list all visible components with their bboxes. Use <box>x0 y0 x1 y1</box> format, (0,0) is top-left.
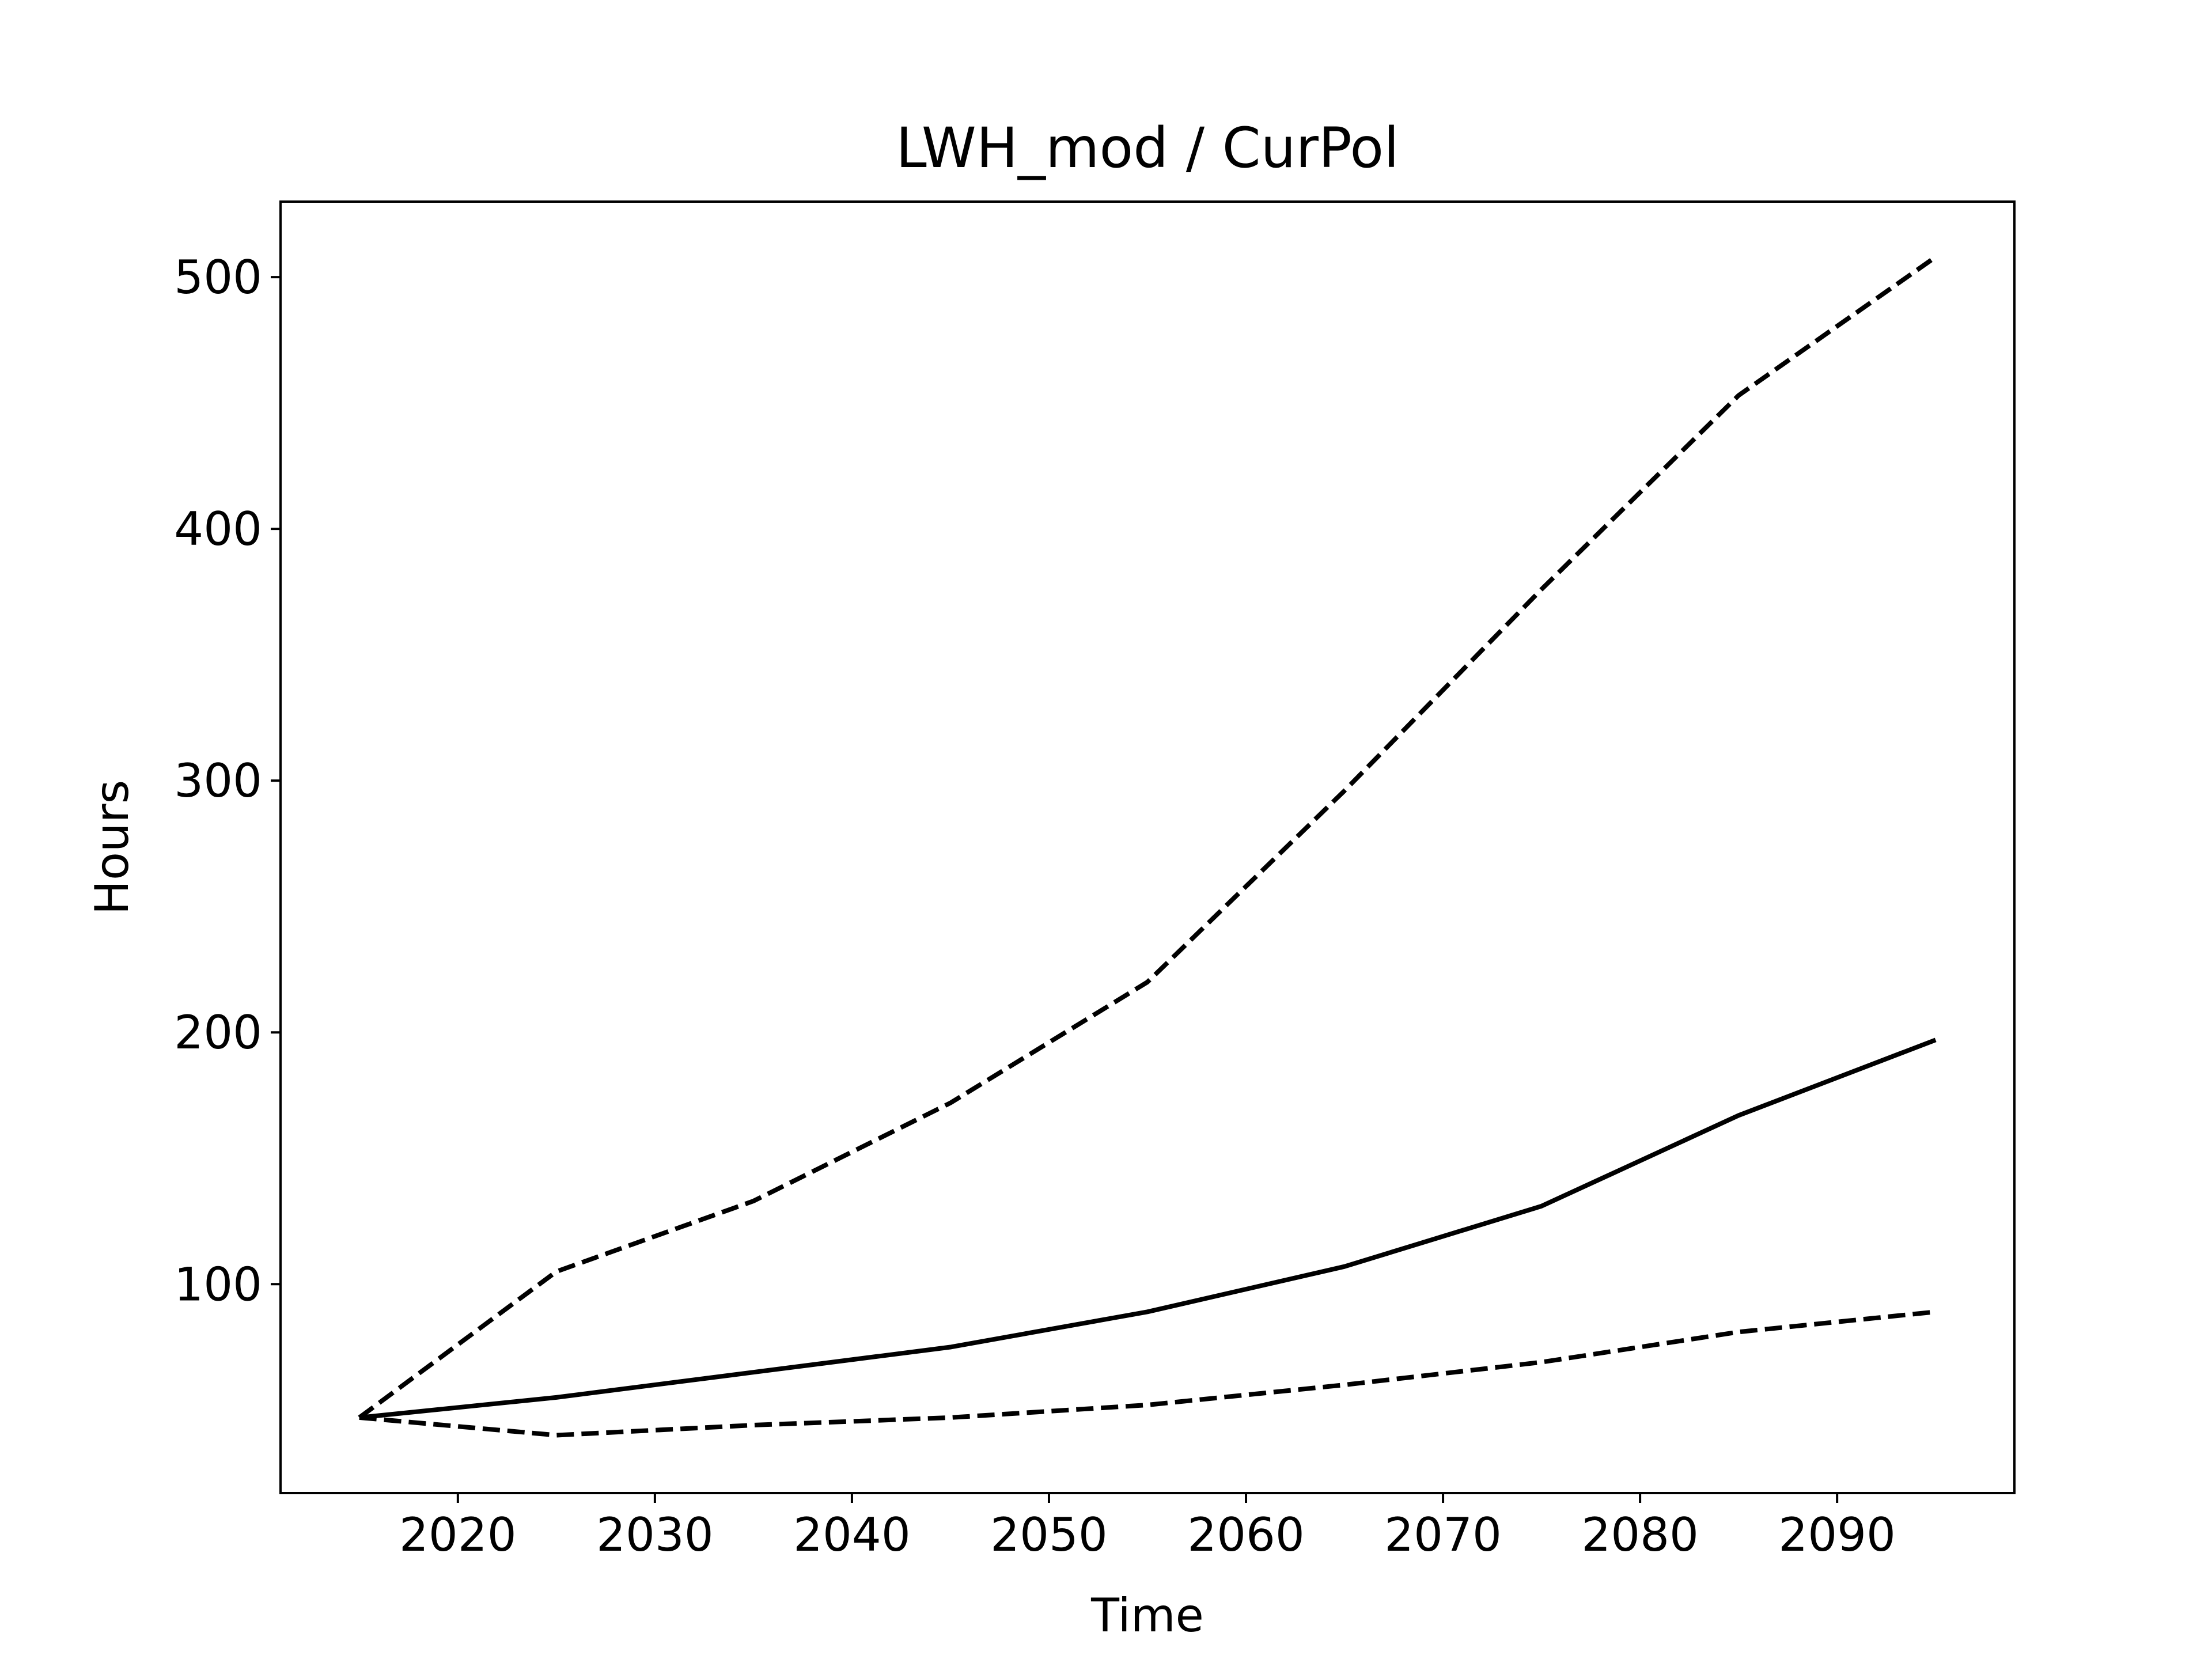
series-line-1 <box>359 1037 1937 1420</box>
x-tick-label-4: 2060 <box>1187 1508 1305 1562</box>
x-tick-label-0: 2020 <box>399 1508 517 1562</box>
x-tick-label-2: 2040 <box>793 1508 911 1562</box>
x-tick-label-5: 2070 <box>1384 1508 1502 1562</box>
plot-area <box>281 202 2014 1493</box>
x-axis: 2020 2030 2040 2050 2060 2070 2080 2090 <box>399 1493 1896 1562</box>
x-tick-label-6: 2080 <box>1581 1508 1699 1562</box>
y-tick-label-3: 400 <box>174 502 262 556</box>
y-axis-label: Hours <box>85 780 139 915</box>
y-axis: 100 200 300 400 500 <box>174 251 281 1311</box>
series-layer <box>358 255 1937 1438</box>
x-axis-label: Time <box>1090 1589 1204 1642</box>
y-tick-label-2: 300 <box>174 754 262 808</box>
y-tick-label-1: 200 <box>174 1006 262 1059</box>
x-tick-label-7: 2090 <box>1778 1508 1896 1562</box>
chart-title: LWH_mod / CurPol <box>896 116 1399 180</box>
x-tick-label-3: 2050 <box>990 1508 1108 1562</box>
x-tick-label-1: 2030 <box>596 1508 714 1562</box>
series-line-0 <box>358 255 1937 1420</box>
series-line-2 <box>359 1309 1936 1438</box>
plot-frame <box>279 200 2016 1494</box>
y-tick-label-0: 100 <box>174 1257 262 1311</box>
y-tick-label-4: 500 <box>174 251 262 304</box>
